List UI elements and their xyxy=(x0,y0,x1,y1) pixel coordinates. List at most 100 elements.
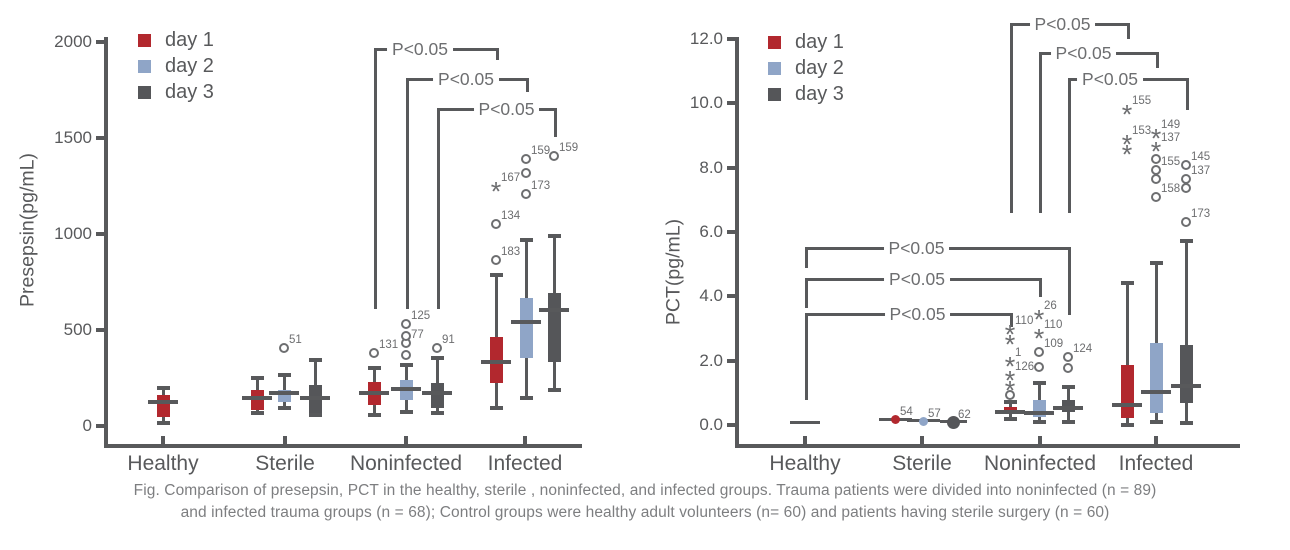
outlier-circle xyxy=(1151,165,1161,176)
outlier-case-label: 125 xyxy=(411,310,431,323)
outlier-case-label: 1 xyxy=(1015,346,1022,359)
x-category-label: Noninfected xyxy=(349,452,463,475)
bracket-p-value-label: P<0.05 xyxy=(1050,42,1117,64)
outlier-circle xyxy=(1151,154,1161,165)
whisker-cap-low xyxy=(367,413,381,418)
y-tick-label: 1000 xyxy=(54,224,92,243)
outlier-dot xyxy=(918,417,928,427)
whisker-cap-high xyxy=(519,238,533,243)
x-axis-tick xyxy=(523,436,527,444)
y-axis-tick xyxy=(727,165,735,170)
outlier-circle xyxy=(279,343,289,354)
legend-swatch-day1 xyxy=(768,36,781,49)
significance-bracket-drop xyxy=(554,108,557,138)
whisker-cap-high xyxy=(308,357,322,362)
outlier-case-label: 124 xyxy=(1073,343,1093,356)
outlier-circle xyxy=(491,219,501,230)
y-tick-label: 8.0 xyxy=(699,157,723,177)
y-axis-tick xyxy=(727,101,735,106)
y-axis-tick xyxy=(96,328,104,332)
median-line xyxy=(359,390,389,395)
outlier-case-label: 149 xyxy=(1161,119,1181,132)
y-axis-tick xyxy=(727,229,735,234)
whisker-cap-high xyxy=(489,272,503,277)
outlier-case-label: 91 xyxy=(442,334,455,347)
extreme-star-marker: * xyxy=(1004,351,1016,382)
y-tick-label: 0 xyxy=(82,416,92,435)
box-iqr xyxy=(250,389,264,411)
y-tick-label: 2000 xyxy=(54,32,92,51)
outlier-case-label: 110 xyxy=(1015,315,1034,328)
figure-caption-line2: and infected trauma groups (n = 68); Con… xyxy=(180,504,1110,521)
whisker-cap-high xyxy=(1120,281,1134,286)
significance-bracket-drop xyxy=(406,77,409,309)
whisker-cap-high xyxy=(1003,399,1017,404)
median-line xyxy=(1024,411,1054,416)
whisker-cap-high xyxy=(1179,239,1193,244)
outlier-case-label: 77 xyxy=(411,329,424,342)
outlier-case-label: 155 xyxy=(1161,156,1181,169)
outlier-case-label: 57 xyxy=(928,407,941,420)
whisker-cap-low xyxy=(430,410,444,415)
whisker-cap-high xyxy=(1149,261,1163,266)
extreme-star-marker: * xyxy=(1004,329,1016,360)
outlier-circle xyxy=(401,330,411,341)
x-axis-tick xyxy=(1154,436,1158,444)
whisker-cap-high xyxy=(277,372,291,377)
outlier-circle xyxy=(1181,174,1191,185)
whisker-cap-low xyxy=(519,395,533,400)
outlier-circle xyxy=(1151,192,1161,203)
median-line xyxy=(422,390,452,395)
whisker-cap-high xyxy=(367,366,381,371)
y-axis xyxy=(735,37,739,448)
outlier-case-label: 159 xyxy=(531,144,551,157)
x-axis xyxy=(104,444,582,448)
whisker-cap-high xyxy=(430,356,444,361)
significance-bracket-drop xyxy=(805,247,808,268)
median-line xyxy=(1171,384,1201,389)
legend-swatch-day3 xyxy=(138,86,151,99)
outlier-case-label: 173 xyxy=(531,180,551,193)
bracket-p-value-label: P<0.05 xyxy=(1077,68,1143,90)
bracket-p-value-label: P<0.05 xyxy=(1029,13,1096,35)
outlier-case-label: 159 xyxy=(559,142,579,155)
outlier-circle xyxy=(1181,160,1191,171)
x-category-label: Sterile xyxy=(255,452,315,475)
median-line xyxy=(511,319,541,324)
significance-bracket-drop xyxy=(526,77,529,92)
y-tick-label: 500 xyxy=(63,320,92,339)
outlier-case-label: 145 xyxy=(1191,151,1211,164)
median-line xyxy=(1112,403,1142,408)
x-category-label: Infected xyxy=(487,452,563,475)
outlier-circle xyxy=(401,319,411,330)
outlier-dot xyxy=(890,415,900,425)
extreme-star-marker: * xyxy=(1033,323,1045,354)
x-category-label: Infected xyxy=(1118,452,1194,475)
outlier-circle xyxy=(432,343,442,354)
bracket-p-value-label: P<0.05 xyxy=(884,304,951,326)
legend-swatch-day3 xyxy=(768,88,781,101)
median-line xyxy=(242,395,272,400)
whisker-cap-low xyxy=(1149,420,1163,425)
y-axis-tick xyxy=(727,423,735,427)
x-category-label: Healthy xyxy=(769,452,841,475)
y-axis xyxy=(104,37,108,448)
y-axis-title: PCT(pg/mL) xyxy=(662,218,685,326)
outlier-circle xyxy=(491,255,501,266)
outlier-dot xyxy=(946,416,960,430)
extreme-star-marker: * xyxy=(1121,129,1133,160)
y-tick-label: 0.0 xyxy=(699,415,723,434)
median-line xyxy=(790,421,820,425)
whisker-cap-low xyxy=(489,405,503,410)
x-axis-tick xyxy=(283,436,287,444)
outlier-case-label: 134 xyxy=(501,210,521,223)
extreme-star-marker: * xyxy=(1150,136,1162,167)
whisker-cap-low xyxy=(308,413,322,418)
outlier-case-label: 54 xyxy=(900,405,913,418)
legend-swatch-day2 xyxy=(768,62,781,75)
outlier-case-label: 51 xyxy=(289,334,302,347)
x-category-label: Noninfected xyxy=(983,452,1097,475)
